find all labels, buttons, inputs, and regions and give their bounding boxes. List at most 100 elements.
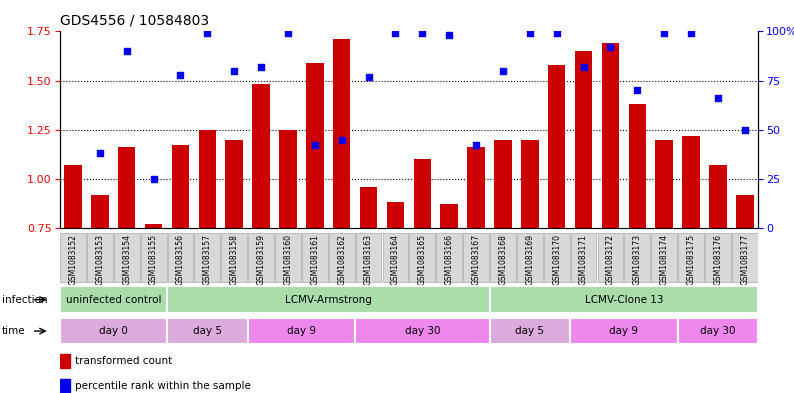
Bar bbox=[521, 140, 538, 228]
Text: GSM1083171: GSM1083171 bbox=[579, 234, 588, 285]
Text: GSM1083152: GSM1083152 bbox=[68, 234, 78, 285]
Bar bbox=[118, 147, 136, 228]
Text: GSM1083175: GSM1083175 bbox=[687, 234, 696, 285]
FancyBboxPatch shape bbox=[651, 233, 677, 282]
Point bbox=[416, 30, 429, 37]
Text: day 5: day 5 bbox=[193, 326, 222, 336]
Point bbox=[201, 30, 214, 37]
FancyBboxPatch shape bbox=[329, 233, 355, 282]
Text: GSM1083158: GSM1083158 bbox=[229, 234, 239, 285]
Text: uninfected control: uninfected control bbox=[66, 295, 161, 305]
Point bbox=[604, 44, 617, 50]
Text: GSM1083159: GSM1083159 bbox=[256, 234, 266, 285]
Point bbox=[523, 30, 536, 37]
FancyBboxPatch shape bbox=[167, 318, 248, 344]
Point bbox=[443, 32, 456, 39]
Bar bbox=[602, 43, 619, 228]
Point bbox=[228, 68, 241, 74]
Point bbox=[577, 64, 590, 70]
FancyBboxPatch shape bbox=[677, 318, 758, 344]
Text: day 30: day 30 bbox=[405, 326, 440, 336]
Text: GSM1083155: GSM1083155 bbox=[149, 234, 158, 285]
Text: day 0: day 0 bbox=[99, 326, 128, 336]
FancyBboxPatch shape bbox=[410, 233, 435, 282]
Bar bbox=[709, 165, 727, 228]
Bar bbox=[441, 204, 458, 228]
Text: GSM1083172: GSM1083172 bbox=[606, 234, 615, 285]
FancyBboxPatch shape bbox=[544, 233, 569, 282]
Bar bbox=[198, 130, 216, 228]
FancyBboxPatch shape bbox=[437, 233, 462, 282]
Point bbox=[631, 87, 644, 94]
FancyBboxPatch shape bbox=[168, 233, 194, 282]
FancyBboxPatch shape bbox=[517, 233, 543, 282]
Bar bbox=[64, 165, 82, 228]
Text: GSM1083161: GSM1083161 bbox=[310, 234, 319, 285]
Text: GSM1083174: GSM1083174 bbox=[660, 234, 669, 285]
FancyBboxPatch shape bbox=[571, 233, 596, 282]
FancyBboxPatch shape bbox=[463, 233, 489, 282]
Text: day 5: day 5 bbox=[515, 326, 545, 336]
FancyBboxPatch shape bbox=[141, 233, 167, 282]
FancyBboxPatch shape bbox=[490, 318, 570, 344]
FancyBboxPatch shape bbox=[195, 233, 220, 282]
FancyBboxPatch shape bbox=[705, 233, 730, 282]
FancyBboxPatch shape bbox=[355, 318, 490, 344]
FancyBboxPatch shape bbox=[275, 233, 301, 282]
FancyBboxPatch shape bbox=[222, 233, 247, 282]
FancyBboxPatch shape bbox=[490, 286, 758, 313]
Bar bbox=[656, 140, 673, 228]
Bar bbox=[333, 39, 350, 228]
Text: transformed count: transformed count bbox=[75, 356, 172, 366]
FancyBboxPatch shape bbox=[732, 233, 757, 282]
Bar bbox=[145, 224, 162, 228]
Point bbox=[309, 142, 322, 149]
Point bbox=[658, 30, 671, 37]
Text: GSM1083156: GSM1083156 bbox=[176, 234, 185, 285]
Text: GSM1083168: GSM1083168 bbox=[499, 234, 507, 285]
Text: GSM1083167: GSM1083167 bbox=[472, 234, 480, 285]
Point bbox=[282, 30, 295, 37]
Text: LCMV-Clone 13: LCMV-Clone 13 bbox=[584, 295, 663, 305]
FancyBboxPatch shape bbox=[167, 286, 490, 313]
FancyBboxPatch shape bbox=[570, 318, 677, 344]
Bar bbox=[387, 202, 404, 228]
Text: GSM1083153: GSM1083153 bbox=[95, 234, 104, 285]
Point bbox=[147, 176, 160, 182]
Text: GDS4556 / 10584803: GDS4556 / 10584803 bbox=[60, 13, 209, 28]
FancyBboxPatch shape bbox=[114, 233, 140, 282]
Bar bbox=[629, 104, 646, 228]
FancyBboxPatch shape bbox=[598, 233, 623, 282]
Bar bbox=[736, 195, 754, 228]
Text: GSM1083157: GSM1083157 bbox=[202, 234, 212, 285]
Bar bbox=[306, 63, 324, 228]
Text: day 9: day 9 bbox=[610, 326, 638, 336]
Point bbox=[362, 73, 375, 80]
FancyBboxPatch shape bbox=[60, 233, 86, 282]
Bar bbox=[60, 354, 70, 368]
FancyBboxPatch shape bbox=[383, 233, 408, 282]
Bar bbox=[494, 140, 511, 228]
Bar bbox=[468, 147, 485, 228]
FancyBboxPatch shape bbox=[490, 233, 516, 282]
Text: GSM1083177: GSM1083177 bbox=[740, 234, 750, 285]
Point bbox=[711, 95, 724, 101]
Text: LCMV-Armstrong: LCMV-Armstrong bbox=[285, 295, 372, 305]
Text: GSM1083169: GSM1083169 bbox=[526, 234, 534, 285]
Bar bbox=[360, 187, 377, 228]
Point bbox=[496, 68, 509, 74]
Bar bbox=[575, 51, 592, 228]
Bar bbox=[225, 140, 243, 228]
FancyBboxPatch shape bbox=[356, 233, 381, 282]
Text: day 30: day 30 bbox=[700, 326, 736, 336]
Point bbox=[121, 48, 133, 54]
Point bbox=[470, 142, 483, 149]
Bar bbox=[91, 195, 109, 228]
FancyBboxPatch shape bbox=[248, 318, 355, 344]
Text: infection: infection bbox=[2, 295, 47, 305]
FancyBboxPatch shape bbox=[60, 286, 167, 313]
Text: GSM1083166: GSM1083166 bbox=[445, 234, 453, 285]
Text: day 9: day 9 bbox=[287, 326, 316, 336]
Point bbox=[255, 64, 268, 70]
Text: GSM1083162: GSM1083162 bbox=[337, 234, 346, 285]
